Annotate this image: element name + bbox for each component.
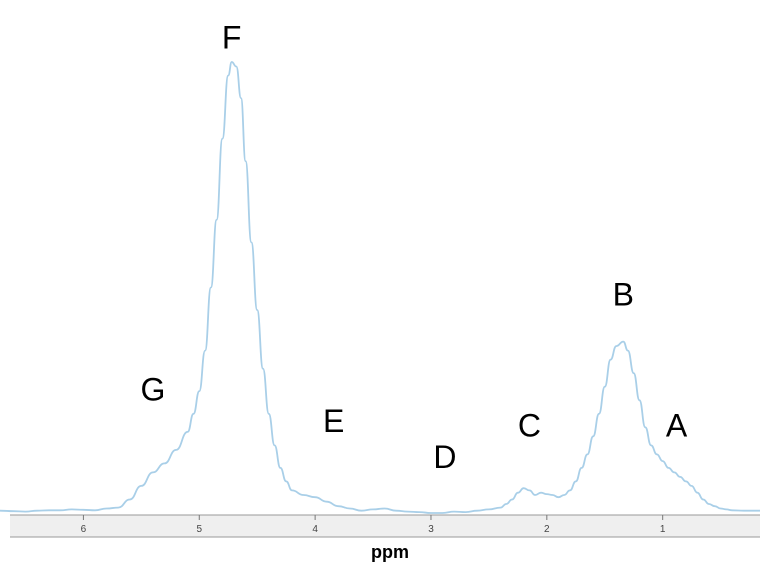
peak-label-e: E bbox=[323, 403, 344, 439]
peak-label-b: B bbox=[613, 277, 634, 313]
peak-label-c: C bbox=[518, 407, 541, 443]
x-tick-label: 4 bbox=[312, 524, 318, 535]
x-tick-label: 6 bbox=[81, 524, 87, 535]
x-axis-title: ppm bbox=[371, 542, 409, 562]
spectrum-line bbox=[0, 61, 760, 514]
x-axis-band bbox=[10, 515, 760, 537]
peak-label-g: G bbox=[140, 371, 165, 407]
x-axis: 6 5 4 3 2 1 bbox=[10, 514, 760, 538]
spectrum-series bbox=[0, 61, 760, 514]
peak-label-a: A bbox=[666, 407, 688, 443]
x-tick-label: 2 bbox=[544, 524, 550, 535]
x-tick-label: 1 bbox=[660, 524, 666, 535]
x-tick-label: 5 bbox=[196, 524, 202, 535]
peak-labels: A B C D E F G bbox=[140, 19, 687, 474]
x-tick-label: 3 bbox=[428, 524, 434, 535]
peak-label-f: F bbox=[222, 19, 242, 55]
peak-label-d: D bbox=[433, 439, 456, 475]
